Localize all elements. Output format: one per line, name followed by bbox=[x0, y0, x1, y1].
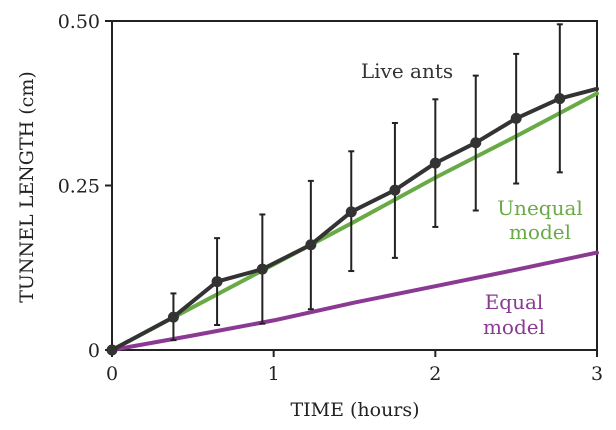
unequal-model-label-line1: Unequal bbox=[497, 196, 583, 220]
y-tick-label: 0 bbox=[88, 340, 100, 362]
x-tick-label: 3 bbox=[591, 363, 603, 385]
x-tick-label: 1 bbox=[268, 363, 280, 385]
live-ants-label: Live ants bbox=[361, 59, 453, 83]
x-tick-label: 0 bbox=[106, 363, 118, 385]
live-ants-point bbox=[345, 206, 357, 218]
equal-model-label-line1: Equal bbox=[485, 290, 544, 314]
unequal-model-label-line2: model bbox=[509, 220, 571, 244]
live-ants-point bbox=[429, 157, 441, 169]
live-ants-point bbox=[256, 263, 268, 275]
live-ants-point bbox=[554, 93, 566, 105]
live-ants-point bbox=[470, 137, 482, 149]
live-ants-point bbox=[510, 112, 522, 124]
equal-model-label-line2: model bbox=[483, 315, 545, 339]
equal-model-line bbox=[110, 250, 599, 352]
live-ants-point bbox=[167, 311, 179, 323]
live-ants-point bbox=[211, 276, 223, 288]
markers bbox=[106, 93, 566, 356]
x-tick-label: 2 bbox=[429, 363, 441, 385]
live-ants-point bbox=[106, 344, 118, 356]
y-axis-title: TUNNEL LENGTH (cm) bbox=[16, 71, 38, 303]
live-ants-line bbox=[110, 86, 599, 352]
live-ants-point bbox=[389, 184, 401, 196]
y-tick-label: 0.50 bbox=[58, 11, 100, 33]
y-tick-label: 0.25 bbox=[58, 176, 100, 198]
live-ants-point bbox=[305, 239, 317, 251]
x-axis-title: TIME (hours) bbox=[290, 399, 419, 421]
